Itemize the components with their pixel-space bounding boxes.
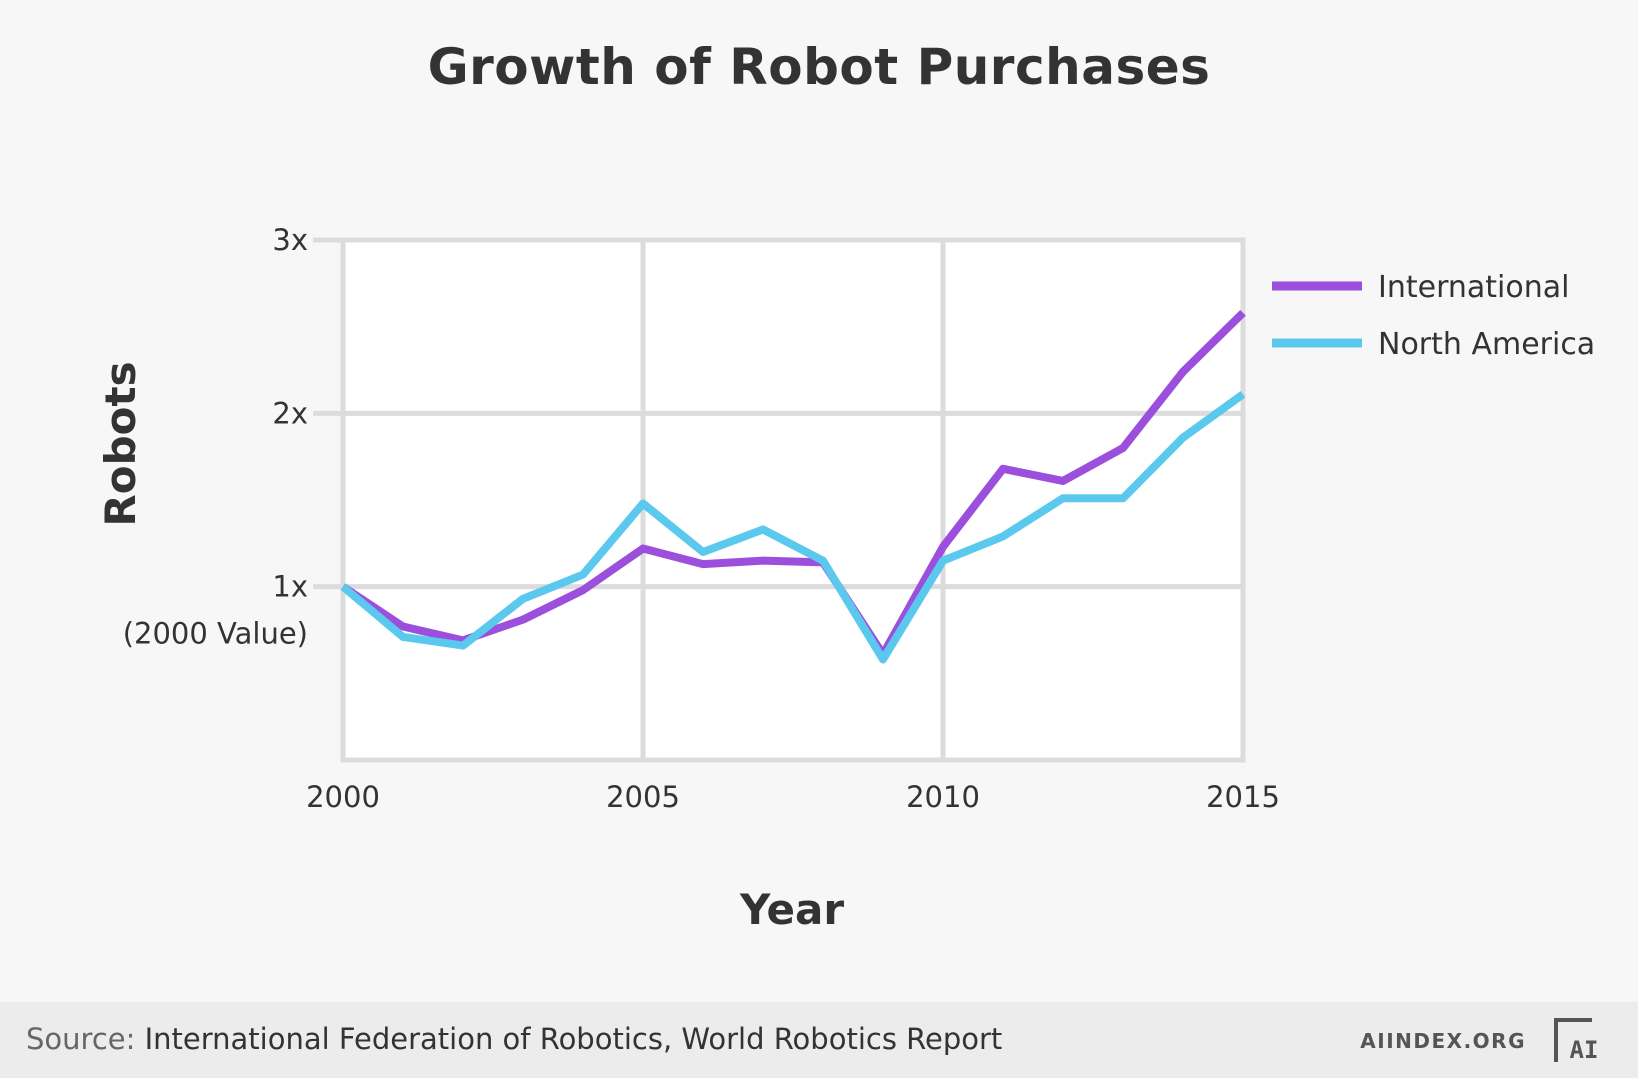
x-tick-label: 2000 xyxy=(306,780,380,814)
grid-lines xyxy=(313,237,1243,760)
source-label: Source: xyxy=(26,1022,136,1056)
x-tick-label: 2005 xyxy=(606,780,680,814)
legend: International North America xyxy=(1272,270,1595,362)
series-line-north-america xyxy=(340,391,1246,664)
tick-labels: 2000 2005 2010 2015 1x (2000 Value) 2x 3x xyxy=(123,223,1280,814)
legend-label: International xyxy=(1378,270,1569,305)
x-tick-label: 2015 xyxy=(1206,780,1280,814)
source-note: Source: International Federation of Robo… xyxy=(26,1022,1002,1056)
series-line-international xyxy=(340,309,1246,659)
series-lines xyxy=(340,309,1246,664)
y-tick-sublabel: (2000 Value) xyxy=(123,617,308,651)
y-axis-title: Robots xyxy=(96,361,145,526)
ai-index-logo-icon: AI xyxy=(1554,1018,1599,1064)
y-tick-label: 3x xyxy=(272,223,308,257)
x-tick-label: 2010 xyxy=(906,780,980,814)
x-axis-title: Year xyxy=(739,885,844,934)
ai-logo-text: AI xyxy=(1570,1036,1599,1064)
footer-bar: Source: International Federation of Robo… xyxy=(0,1002,1638,1078)
y-tick-label: 2x xyxy=(272,396,308,430)
chart-canvas: 2000 2005 2010 2015 1x (2000 Value) 2x 3x Robot… xyxy=(96,223,1595,934)
y-tick-label: 1x xyxy=(272,570,308,604)
source-text: International Federation of Robotics, Wo… xyxy=(144,1022,1003,1056)
chart-title: Growth of Robot Purchases xyxy=(427,38,1211,96)
site-link[interactable]: AIINDEX.ORG xyxy=(1360,1029,1526,1053)
legend-label: North America xyxy=(1378,327,1595,362)
